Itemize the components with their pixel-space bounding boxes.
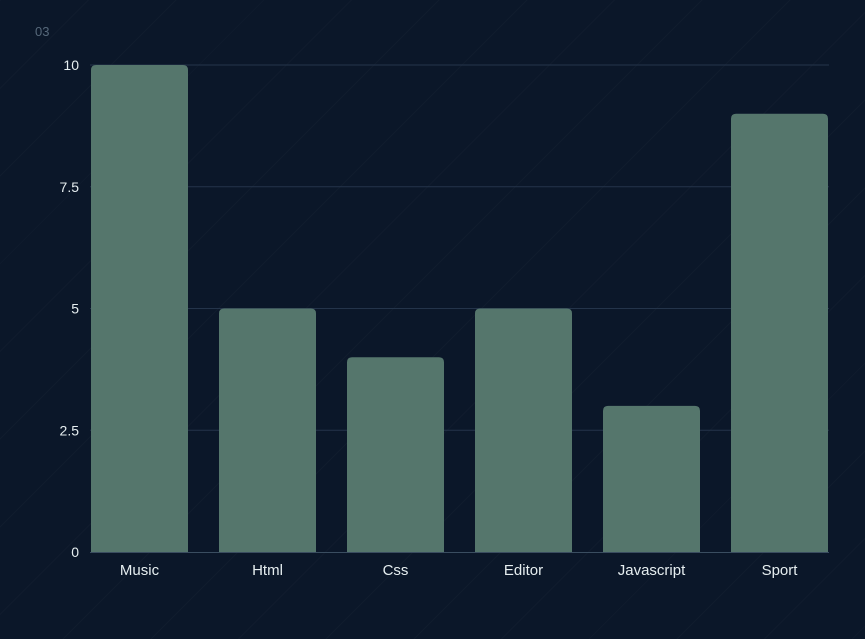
x-tick-label: Css (383, 562, 409, 579)
x-tick-label: Editor (504, 562, 543, 579)
bar-css (347, 357, 444, 552)
y-tick-label: 2.5 (60, 422, 80, 438)
y-tick-label: 10 (63, 57, 79, 73)
bar-javascript (603, 405, 700, 552)
x-tick-label: Music (120, 562, 160, 579)
x-tick-label: Sport (762, 562, 799, 579)
corner-label: 03 (35, 24, 50, 39)
bar-sport (731, 113, 828, 552)
y-tick-label: 7.5 (60, 179, 80, 195)
bar-music (91, 65, 188, 552)
x-tick-label: Javascript (618, 562, 686, 579)
y-tick-label: 0 (71, 544, 79, 560)
bar-editor (475, 308, 572, 552)
y-tick-label: 5 (71, 301, 79, 317)
bar-html (219, 308, 316, 552)
x-tick-label: Html (252, 562, 283, 579)
